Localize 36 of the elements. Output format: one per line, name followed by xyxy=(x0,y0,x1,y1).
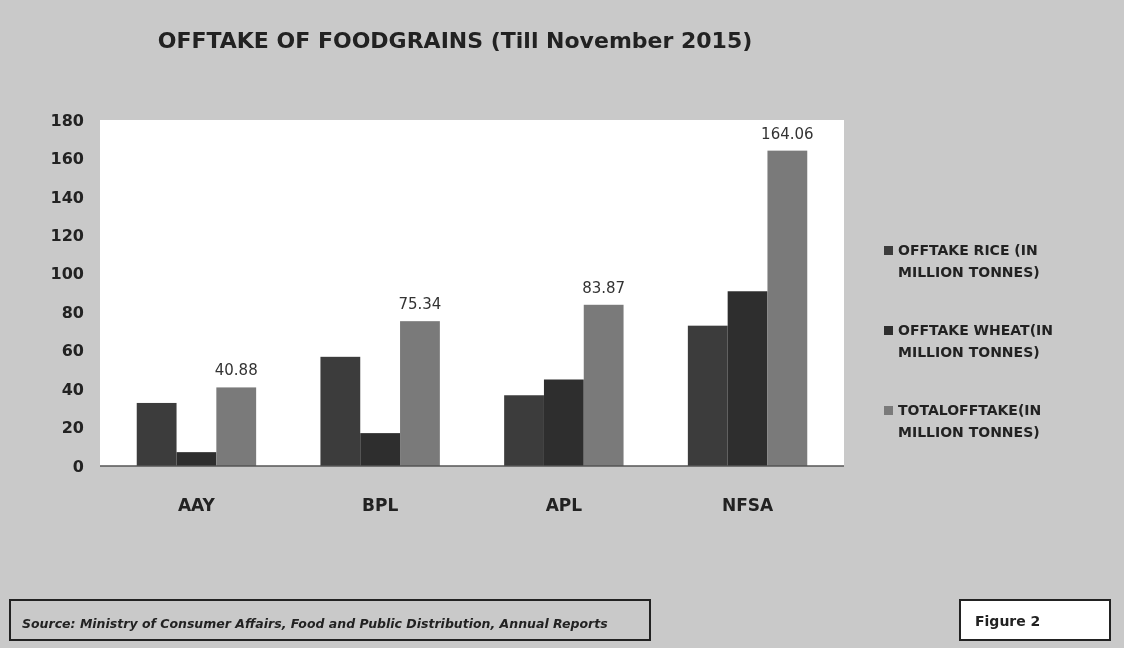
bar xyxy=(216,387,257,466)
bar xyxy=(583,304,624,466)
bar xyxy=(136,402,177,466)
bar xyxy=(360,433,401,466)
y-tick-label: 80 xyxy=(61,302,84,322)
y-tick-label: 120 xyxy=(50,225,84,245)
caption: Figure 2 xyxy=(975,613,1041,629)
source-note: Source: Ministry of Consumer Affairs, Food and Public Distribution, Annual Reports xyxy=(22,616,608,631)
bar xyxy=(687,325,728,466)
x-tick-label: BPL xyxy=(362,495,399,515)
legend-label: OFFTAKE RICE (IN MILLION TONNES) xyxy=(898,242,1040,280)
y-tick-label: 60 xyxy=(61,341,84,361)
y-tick-label: 180 xyxy=(50,110,84,130)
y-tick-label: 20 xyxy=(61,418,84,438)
x-tick-label: APL xyxy=(545,495,583,515)
bar xyxy=(767,150,808,466)
y-tick-label: 40 xyxy=(61,379,84,399)
legend-label: TOTALOFFTAKE(IN MILLION TONNES) xyxy=(898,402,1042,440)
data-label: 164.06 xyxy=(761,124,814,143)
x-tick-label: NFSA xyxy=(721,495,775,515)
y-tick-label: 0 xyxy=(72,456,84,476)
bar xyxy=(727,291,768,466)
legend-label: OFFTAKE WHEAT(IN MILLION TONNES) xyxy=(898,322,1053,360)
y-tick-label: 160 xyxy=(50,149,84,169)
bar xyxy=(543,379,584,466)
data-label: 75.34 xyxy=(398,295,442,314)
x-tick-label: AAY xyxy=(177,495,216,515)
y-tick-label: 140 xyxy=(50,187,84,207)
data-label: 83.87 xyxy=(582,278,626,297)
bar xyxy=(320,356,361,466)
chart-title: OFFTAKE OF FOODGRAINS (Till November 2015) xyxy=(157,28,753,53)
bar xyxy=(176,452,217,466)
bar xyxy=(504,395,544,466)
y-tick-label: 100 xyxy=(50,264,84,284)
data-label: 40.88 xyxy=(214,361,258,380)
bar xyxy=(400,321,440,466)
